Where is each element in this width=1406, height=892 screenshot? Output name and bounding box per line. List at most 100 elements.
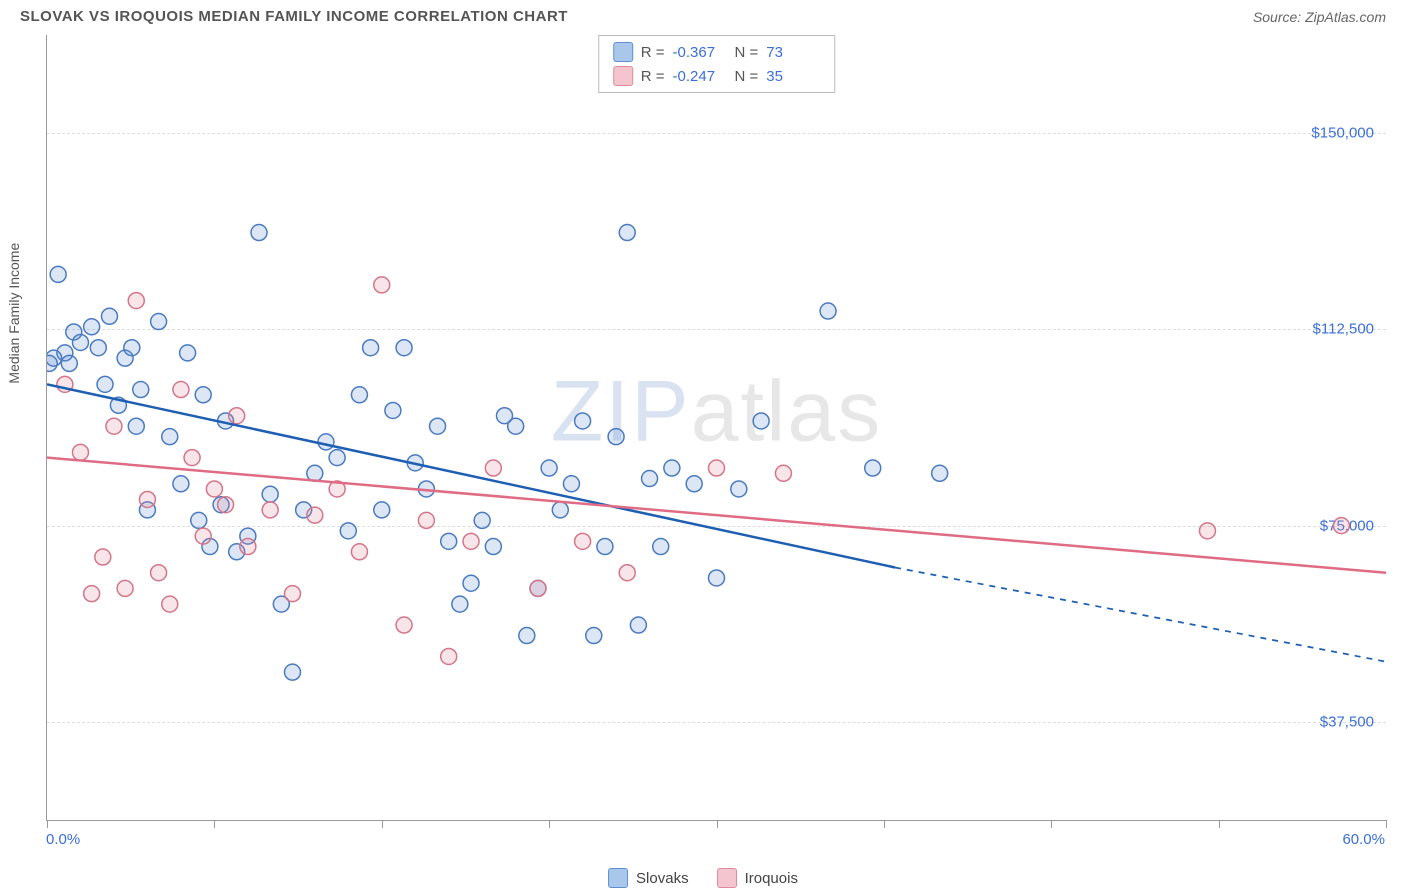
data-point — [351, 544, 367, 560]
legend-item: Slovaks — [608, 868, 689, 888]
data-point — [133, 382, 149, 398]
series-legend: Slovaks Iroquois — [608, 868, 798, 888]
legend-label: Slovaks — [636, 870, 689, 887]
data-point — [820, 303, 836, 319]
trend-line-extrapolated — [895, 567, 1386, 661]
data-point — [630, 617, 646, 633]
data-point — [619, 565, 635, 581]
data-point — [608, 429, 624, 445]
n-value: 35 — [766, 68, 820, 85]
x-tick — [1386, 820, 1387, 828]
data-point — [128, 293, 144, 309]
n-label: N = — [735, 68, 759, 85]
data-point — [474, 512, 490, 528]
data-point — [84, 586, 100, 602]
x-tick-label: 0.0% — [46, 831, 80, 848]
data-point — [374, 277, 390, 293]
x-tick — [214, 820, 215, 828]
data-point — [563, 476, 579, 492]
data-point — [396, 617, 412, 633]
data-point — [686, 476, 702, 492]
data-point — [151, 565, 167, 581]
data-point — [229, 408, 245, 424]
n-label: N = — [735, 44, 759, 61]
data-point — [162, 429, 178, 445]
data-point — [452, 596, 468, 612]
data-point — [775, 465, 791, 481]
data-point — [128, 418, 144, 434]
n-value: 73 — [766, 44, 820, 61]
legend-swatch — [613, 66, 633, 86]
data-point — [95, 549, 111, 565]
data-point — [72, 334, 88, 350]
chart-header: SLOVAK VS IROQUOIS MEDIAN FAMILY INCOME … — [0, 0, 1406, 29]
data-point — [463, 575, 479, 591]
data-point — [1333, 518, 1349, 534]
data-point — [206, 481, 222, 497]
data-point — [653, 539, 669, 555]
data-point — [865, 460, 881, 476]
x-tick — [884, 820, 885, 828]
data-point — [139, 491, 155, 507]
data-point — [61, 355, 77, 371]
correlation-legend-row: R = -0.247 N = 35 — [613, 64, 821, 88]
data-point — [508, 418, 524, 434]
chart-source: Source: ZipAtlas.com — [1253, 9, 1386, 25]
data-point — [191, 512, 207, 528]
scatter-svg — [47, 35, 1386, 820]
data-point — [374, 502, 390, 518]
data-point — [575, 413, 591, 429]
data-point — [106, 418, 122, 434]
data-point — [124, 340, 140, 356]
r-label: R = — [641, 44, 665, 61]
x-tick — [717, 820, 718, 828]
data-point — [97, 376, 113, 392]
data-point — [351, 387, 367, 403]
data-point — [184, 450, 200, 466]
data-point — [47, 355, 57, 371]
data-point — [418, 512, 434, 528]
data-point — [117, 580, 133, 596]
chart-container: SLOVAK VS IROQUOIS MEDIAN FAMILY INCOME … — [0, 0, 1406, 892]
data-point — [218, 497, 234, 513]
data-point — [485, 539, 501, 555]
data-point — [101, 308, 117, 324]
chart-title: SLOVAK VS IROQUOIS MEDIAN FAMILY INCOME … — [20, 8, 568, 25]
data-point — [173, 476, 189, 492]
x-tick — [1051, 820, 1052, 828]
data-point — [363, 340, 379, 356]
correlation-legend-row: R = -0.367 N = 73 — [613, 40, 821, 64]
plot-area: ZIPatlas R =-0.367N =73R =-0.247N =35 $3… — [46, 35, 1386, 821]
data-point — [72, 444, 88, 460]
legend-swatch — [717, 868, 737, 888]
legend-label: Iroquois — [745, 870, 798, 887]
data-point — [162, 596, 178, 612]
data-point — [90, 340, 106, 356]
data-point — [619, 225, 635, 241]
data-point — [195, 528, 211, 544]
data-point — [519, 628, 535, 644]
r-value: -0.367 — [673, 44, 727, 61]
data-point — [84, 319, 100, 335]
data-point — [340, 523, 356, 539]
r-value: -0.247 — [673, 68, 727, 85]
x-tick — [549, 820, 550, 828]
data-point — [396, 340, 412, 356]
data-point — [709, 570, 725, 586]
data-point — [180, 345, 196, 361]
x-tick — [47, 820, 48, 828]
x-axis-labels: 0.0%60.0% — [46, 831, 1386, 855]
r-label: R = — [641, 68, 665, 85]
data-point — [463, 533, 479, 549]
data-point — [262, 502, 278, 518]
data-point — [151, 314, 167, 330]
data-point — [441, 648, 457, 664]
data-point — [709, 460, 725, 476]
data-point — [664, 460, 680, 476]
data-point — [753, 413, 769, 429]
data-point — [586, 628, 602, 644]
data-point — [329, 450, 345, 466]
data-point — [240, 539, 256, 555]
legend-item: Iroquois — [717, 868, 798, 888]
legend-swatch — [613, 42, 633, 62]
